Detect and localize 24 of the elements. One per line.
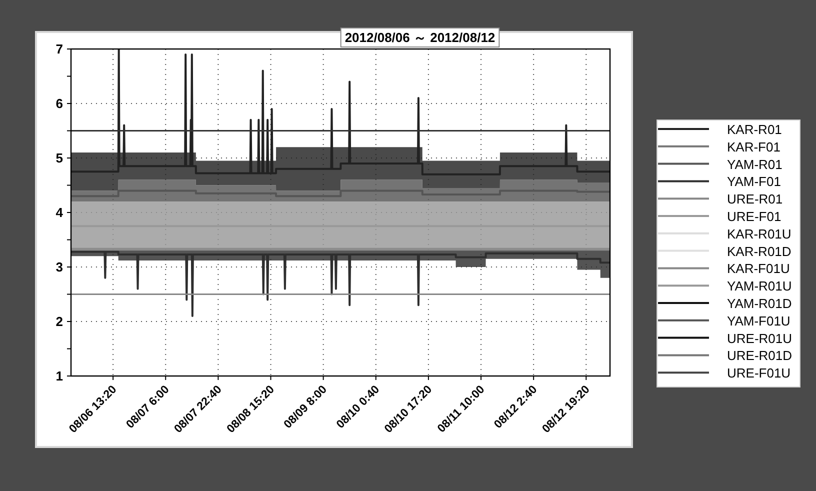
legend-label: KAR-F01U (727, 261, 790, 276)
legend-label: YAM-F01 (727, 174, 781, 190)
y-tick-label: 7 (56, 42, 63, 56)
y-tick-label: 6 (56, 96, 63, 111)
line-series (71, 250, 610, 318)
legend-label: URE-R01U (727, 330, 792, 346)
y-tick-label: 3 (56, 260, 63, 274)
legend-label: URE-F01U (727, 366, 791, 381)
legend-label: URE-R01 (727, 192, 783, 207)
chart-title: 2012/08/06 ～ 2012/08/12 (344, 30, 496, 45)
legend-label: URE-R01D (727, 348, 792, 364)
y-tick-label: 2 (56, 314, 63, 329)
legend-label: KAR-R01D (727, 244, 792, 259)
legend-label: URE-F01 (727, 209, 782, 224)
y-tick-label: 5 (56, 150, 63, 166)
legend-label: KAR-R01U (727, 226, 792, 242)
legend-label: KAR-F01 (727, 139, 780, 154)
legend-label: YAM-R01U (727, 278, 792, 294)
legend-label: YAM-R01 (727, 156, 782, 172)
y-tick-label: 4 (56, 205, 64, 220)
y-tick-label: 1 (56, 368, 63, 384)
legend-label: YAM-F01U (727, 313, 790, 328)
legend-label: YAM-R01D (727, 296, 792, 311)
legend-label: KAR-R01 (727, 122, 782, 137)
